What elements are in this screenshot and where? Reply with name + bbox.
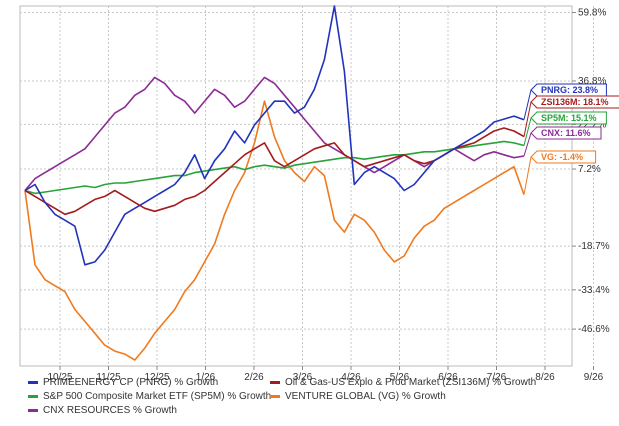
legend-item-vg: VENTURE GLOBAL (VG) % Growth <box>270 391 446 403</box>
legend-swatch-zsi136m <box>270 380 280 384</box>
grid-layer <box>19 5 594 367</box>
x-tick-label: 2/26 <box>244 372 264 383</box>
x-tick-label: 9/26 <box>584 372 604 383</box>
tag-label-zsi136m: ZSI136M: 18.1% <box>541 97 609 107</box>
series-line-pnrg <box>24 5 525 266</box>
tag-label-sp5m: SP5M: 15.1% <box>541 113 597 123</box>
x-tick-label: 5/26 <box>390 372 410 383</box>
x-tick-label: 7/26 <box>487 372 507 383</box>
tag-layer: PNRG: 23.8% ZSI136M: 18.1% SP5M: 15.1% CNX:… <box>523 83 619 195</box>
tag-box-vg <box>530 150 597 164</box>
x-tick-label: 4/26 <box>341 372 361 383</box>
tag-box-cnx <box>530 126 602 140</box>
x-tick-label: 8/26 <box>535 372 555 383</box>
legend-swatch-vg <box>270 394 280 398</box>
legend-label-sp5m: S&P 500 Composite Market ETF (SP5M) % Gr… <box>43 391 272 402</box>
y-tick-label: 7.2% <box>578 164 601 175</box>
plot-border <box>19 5 573 367</box>
tag-leader-pnrg <box>523 89 532 120</box>
x-tick-label: 6/26 <box>438 372 458 383</box>
tag-leader-cnx <box>523 132 532 157</box>
y-tick-label: -46.6% <box>578 324 610 335</box>
legend-swatch-pnrg <box>28 380 38 384</box>
legend-label-cnx: CNX RESOURCES % Growth <box>43 405 177 416</box>
tag-label-cnx: CNX: 11.6% <box>541 128 591 138</box>
legend-item-sp5m: S&P 500 Composite Market ETF (SP5M) % Gr… <box>28 391 271 403</box>
y-tick-label: 36.8% <box>578 76 606 87</box>
legend-item-pnrg: PRIMEENERGY CP (PNRG) % Growth <box>28 377 218 389</box>
legend-item-zsi136m: Oil & Gas-US Explo & Prod Market (ZSI136… <box>270 377 536 389</box>
x-tick-label: 3/26 <box>293 372 313 383</box>
tag-leader-vg <box>523 156 532 195</box>
legend-item-cnx: CNX RESOURCES % Growth <box>28 405 177 417</box>
series-layer <box>24 5 525 361</box>
tag-leader-sp5m <box>523 117 532 146</box>
tag-box-pnrg <box>530 83 607 97</box>
legend-label-pnrg: PRIMEENERGY CP (PNRG) % Growth <box>43 377 219 388</box>
x-tick-label: 11/25 <box>96 372 121 383</box>
x-tick-label: 10/25 <box>47 372 72 383</box>
y-tick-label: -18.7% <box>578 241 610 252</box>
y-tick-label: 59.8% <box>578 8 606 19</box>
series-line-zsi136m <box>24 127 525 216</box>
x-tick-label: 12/25 <box>144 372 169 383</box>
tag-leader-zsi136m <box>523 101 532 137</box>
y-tick-label: 22.2% <box>578 119 606 130</box>
tag-box-zsi136m <box>530 95 619 109</box>
series-line-sp5m <box>24 140 525 195</box>
series-line-vg <box>24 100 525 361</box>
legend-swatch-sp5m <box>28 394 38 398</box>
axis-layer: 59.8% 36.8% 22.2% 7.2% -18.7% -33.4% -46.6% 10/… <box>47 8 609 383</box>
tag-label-pnrg: PNRG: 23.8% <box>541 85 598 95</box>
legend-label-vg: VENTURE GLOBAL (VG) % Growth <box>285 391 446 402</box>
legend-label-zsi136m: Oil & Gas-US Explo & Prod Market (ZSI136… <box>285 377 537 388</box>
x-tick-label: 1/26 <box>196 372 216 383</box>
y-tick-label: -33.4% <box>578 285 610 296</box>
legend-swatch-cnx <box>28 408 38 412</box>
tag-label-vg: VG: -1.4% <box>541 152 583 162</box>
tag-box-sp5m <box>530 111 607 125</box>
